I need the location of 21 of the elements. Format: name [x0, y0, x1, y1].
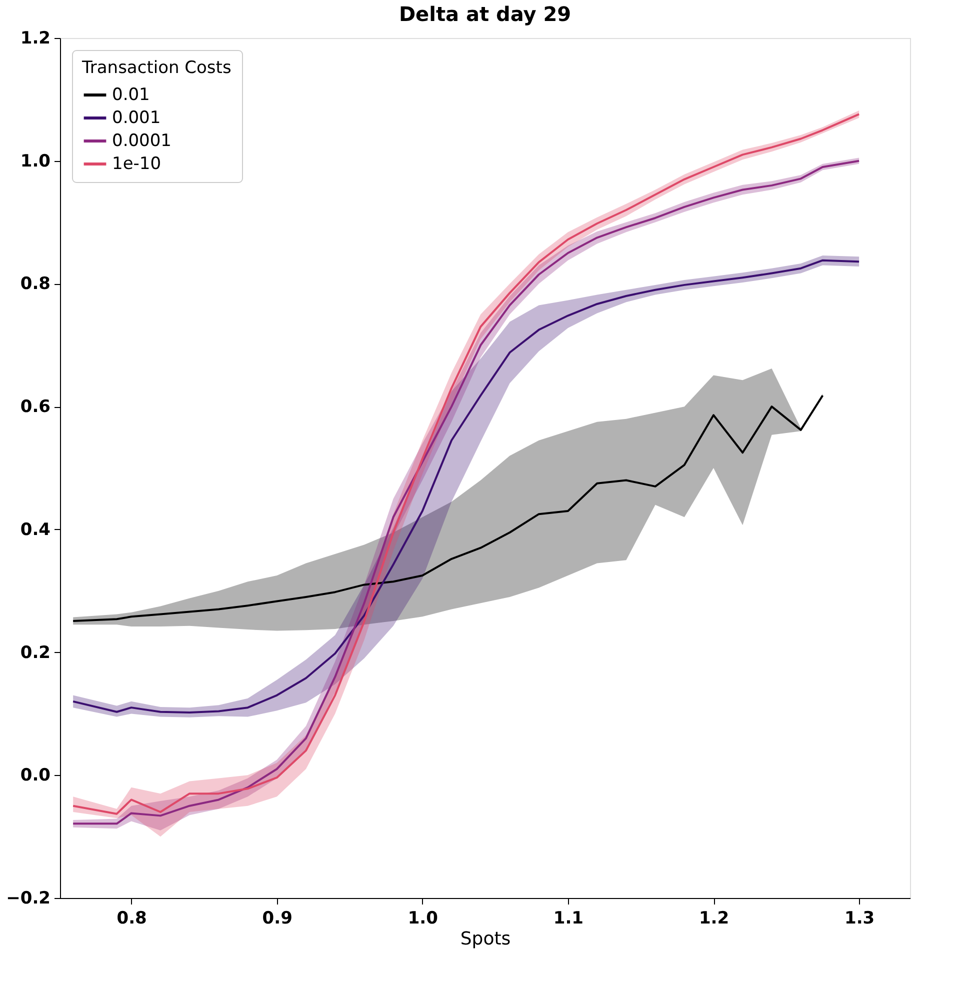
legend-label: 0.0001	[112, 131, 172, 151]
legend-label: 0.001	[112, 108, 161, 128]
y-tick-label: 0.8	[20, 274, 50, 294]
y-tick-label: −0.2	[6, 888, 50, 908]
y-tick-label: 1.2	[20, 28, 50, 48]
y-tick-label: 0.6	[20, 397, 50, 418]
y-tick-label: 0.2	[20, 642, 50, 663]
y-tick-label: 1.0	[20, 151, 51, 172]
y-tick-label: 0.0	[20, 766, 51, 786]
legend-label: 1e-10	[112, 154, 162, 174]
x-tick-label: 0.8	[116, 908, 147, 928]
x-axis-title: Spots	[460, 928, 511, 950]
x-tick-label: 0.9	[262, 908, 292, 928]
x-tick-label: 1.2	[698, 908, 730, 928]
x-tick-label: 1.1	[553, 908, 584, 928]
legend-label: 0.01	[112, 85, 150, 105]
chart-title: Delta at day 29	[398, 2, 572, 26]
y-tick-label: 0.4	[20, 520, 51, 540]
legend-title: Transaction Costs	[81, 58, 232, 78]
x-tick-label: 1.0	[408, 908, 438, 928]
x-tick-label: 1.3	[844, 908, 875, 928]
